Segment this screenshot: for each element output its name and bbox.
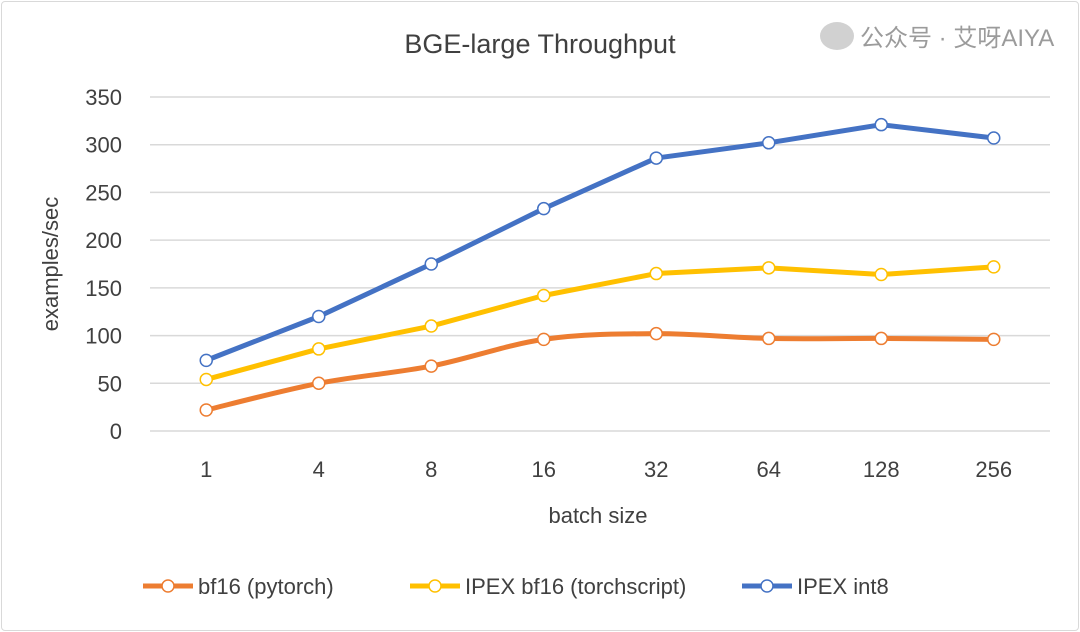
x-tick-label: 128 <box>863 457 900 482</box>
legend-marker <box>428 579 442 593</box>
data-point <box>424 319 438 333</box>
data-point <box>424 257 438 271</box>
x-tick-label: 1 <box>200 457 212 482</box>
data-point <box>199 372 213 387</box>
watermark-text: 公众号 · 艾呀AIYA <box>860 25 1055 52</box>
data-point <box>762 136 776 150</box>
y-tick-label: 350 <box>85 85 122 110</box>
data-point <box>649 266 663 281</box>
data-point <box>537 332 551 347</box>
chart-title: BGE-large Throughput <box>404 29 676 59</box>
data-point <box>312 309 326 324</box>
data-point <box>874 267 888 282</box>
data-point <box>312 376 326 391</box>
legend-label: bf16 (pytorch) <box>198 574 334 599</box>
data-point <box>874 117 888 132</box>
y-axis-label: examples/sec <box>38 197 63 332</box>
data-point <box>762 261 776 275</box>
data-point <box>199 403 213 417</box>
x-tick-label: 64 <box>757 457 781 482</box>
wechat-icon <box>820 21 854 50</box>
data-point <box>987 332 1001 347</box>
data-point <box>649 151 663 165</box>
legend-marker <box>161 579 175 593</box>
data-point <box>987 131 1001 145</box>
series-line-1 <box>203 264 997 382</box>
data-point <box>649 326 663 341</box>
series-line-0 <box>203 331 997 413</box>
x-tick-label: 4 <box>313 457 325 482</box>
x-tick-label: 256 <box>975 457 1012 482</box>
data-point <box>199 353 213 368</box>
data-point <box>537 288 551 303</box>
data-point <box>537 201 551 216</box>
data-point <box>424 359 438 373</box>
legend-label: IPEX bf16 (torchscript) <box>465 574 686 599</box>
x-tick-label: 16 <box>532 457 556 482</box>
x-axis-label: batch size <box>548 503 647 528</box>
y-tick-label: 50 <box>98 371 122 396</box>
y-tick-label: 0 <box>110 419 122 444</box>
y-tick-label: 300 <box>85 133 122 158</box>
x-tick-label: 8 <box>425 457 437 482</box>
x-tick-label: 32 <box>644 457 668 482</box>
legend-marker <box>760 579 774 593</box>
watermark: 公众号 · 艾呀AIYA <box>820 18 1054 53</box>
data-point <box>874 331 888 346</box>
data-point <box>987 260 1001 274</box>
y-tick-label: 250 <box>85 180 122 205</box>
series-line-2 <box>203 122 997 363</box>
y-tick-label: 150 <box>85 276 122 301</box>
y-tick-label: 100 <box>85 324 122 349</box>
data-point <box>762 331 776 346</box>
y-tick-label: 200 <box>85 228 122 253</box>
legend-label: IPEX int8 <box>797 574 889 599</box>
data-point <box>312 342 326 356</box>
